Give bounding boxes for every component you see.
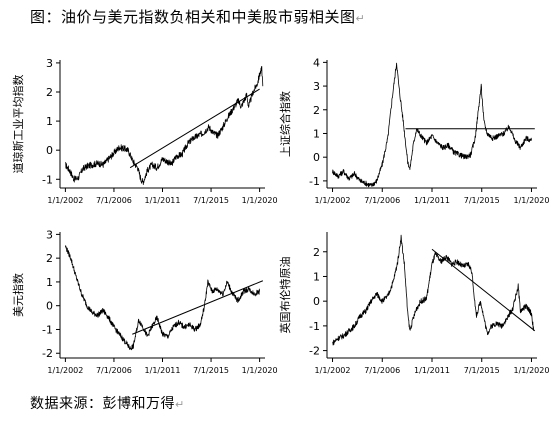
series-line (332, 62, 532, 188)
trend-line (431, 248, 536, 332)
x-tick-label: 1/1/2020 (242, 366, 278, 375)
figure-title: 图：油价与美元指数负相关和中美股市弱相关图↵ (30, 8, 366, 26)
chart-brent-crude: 英国布伦特原油 -2 -1 0 1 2 1/1/2002 7/1/2006 1/1/2011 7/… (278, 232, 550, 375)
x-tick-label: 7/1/2006 (96, 366, 132, 375)
x-tick-label: 7/1/2015 (193, 366, 229, 375)
x-tick-label: 1/1/2011 (145, 196, 181, 205)
paragraph-mark: ↵ (175, 398, 185, 411)
series-line (332, 234, 535, 346)
y-tick-label: 1 (313, 127, 320, 140)
y-tick-label: 2 (46, 252, 53, 265)
y-tick-label: 1 (313, 270, 320, 283)
series-line (65, 245, 260, 351)
y-tick-label: 2 (313, 104, 320, 117)
y-tick-label: 2 (46, 86, 53, 99)
y-axis-label: 道琼斯工业平均指数 (11, 75, 25, 174)
paragraph-mark: ↵ (355, 12, 366, 25)
x-tick-label: 1/1/2002 (315, 366, 351, 375)
y-axis-label: 英国布伦特原油 (278, 257, 292, 334)
y-tick-label: -1 (42, 323, 53, 336)
x-tick-label: 1/1/2002 (47, 366, 83, 375)
y-tick-label: 0 (313, 295, 320, 308)
x-tick-label: 1/1/2011 (414, 366, 450, 375)
x-tick-label: 1/1/2020 (514, 366, 550, 375)
y-tick-label: -1 (309, 320, 320, 333)
y-tick-label: -2 (309, 345, 320, 358)
x-tick-label: 1/1/2020 (514, 196, 550, 205)
y-tick-label: 1 (46, 115, 53, 128)
y-tick-label: 0 (46, 300, 53, 313)
y-tick-label: 2 (313, 246, 320, 259)
x-tick-label: 1/1/2002 (47, 196, 83, 205)
trend-line (129, 88, 260, 169)
x-tick-label: 1/1/2020 (242, 196, 278, 205)
x-tick-label: 1/1/2011 (145, 366, 181, 375)
y-tick-label: 3 (46, 228, 53, 241)
y-axis-label: 上证综合指数 (278, 91, 292, 157)
x-tick-label: 7/1/2006 (364, 366, 400, 375)
x-tick-label: 7/1/2015 (193, 196, 229, 205)
trend-line (132, 280, 264, 335)
y-tick-label: 0 (313, 151, 320, 164)
y-tick-label: 0 (46, 144, 53, 157)
x-tick-label: 7/1/2015 (464, 366, 500, 375)
chart-shanghai-composite: 上证综合指数 -1 0 1 2 3 4 1/1/2002 7/1/2006 1/1/2011 7/1… (278, 56, 550, 205)
data-source-note: 数据来源：彭博和万得↵ (30, 396, 185, 412)
series-line (65, 65, 264, 186)
chart-dow-jones: 道琼斯工业平均指数 -1 0 1 2 3 1/1/2002 7/1/2006 1/1/2011 7… (11, 57, 278, 205)
x-tick-label: 7/1/2006 (364, 196, 400, 205)
x-tick-label: 7/1/2006 (96, 196, 132, 205)
y-tick-label: -2 (42, 347, 53, 360)
y-tick-label: 3 (313, 80, 320, 93)
y-axis-label: 美元指数 (11, 273, 25, 317)
y-tick-label: 1 (46, 276, 53, 289)
y-tick-label: -1 (309, 175, 320, 188)
x-tick-label: 1/1/2011 (414, 196, 450, 205)
chart-dollar-index: 美元指数 -2 -1 0 1 2 3 1/1/2002 7/1/2006 1/1/2011 7/1/… (11, 228, 278, 375)
y-tick-label: 3 (46, 57, 53, 70)
y-tick-label: -1 (42, 173, 53, 186)
x-tick-label: 1/1/2002 (315, 196, 351, 205)
y-tick-label: 4 (313, 56, 320, 69)
x-tick-label: 7/1/2015 (464, 196, 500, 205)
